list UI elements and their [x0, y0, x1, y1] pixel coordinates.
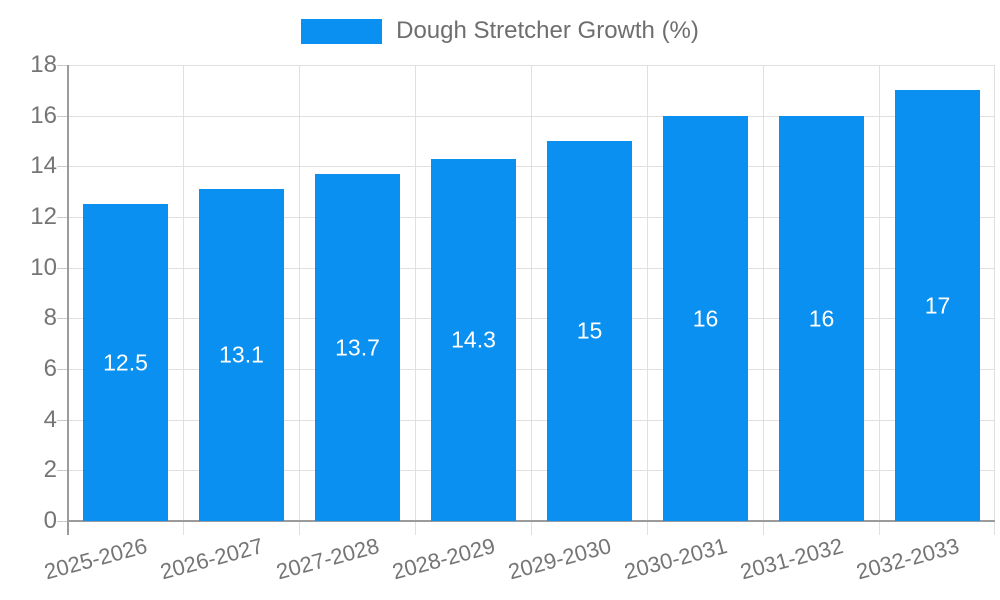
- y-axis-tick: [57, 521, 67, 522]
- x-axis-tick-label: 2028-2029: [389, 533, 498, 585]
- bar: 13.7: [315, 174, 400, 521]
- y-axis-tick: [57, 217, 67, 218]
- y-axis-tick: [57, 318, 67, 319]
- chart-legend: Dough Stretcher Growth (%): [0, 17, 1000, 45]
- bar: 12.5: [83, 204, 168, 521]
- plot-area: 0 2 4 6 8 10 12 14 16 18 12.5 13.1 13.7 14.3 15 16 16 17 2…: [30, 52, 995, 584]
- x-axis-tick-label: 2029-2030: [505, 533, 614, 585]
- x-gridline: [299, 65, 300, 535]
- bar: 16: [663, 116, 748, 521]
- bar-value-label: 15: [576, 317, 603, 344]
- bar-value-label: 14.3: [451, 326, 496, 353]
- x-axis-line: [67, 520, 995, 522]
- bar: 16: [779, 116, 864, 521]
- bar: 14.3: [431, 159, 516, 521]
- bar: 15: [547, 141, 632, 521]
- legend-swatch: [301, 18, 383, 44]
- x-gridline: [879, 65, 880, 535]
- legend-label: Dough Stretcher Growth (%): [396, 17, 699, 44]
- y-axis-line: [67, 65, 69, 535]
- bar-value-label: 16: [808, 305, 835, 331]
- y-axis-tick-label: 14: [30, 152, 57, 179]
- y-axis-tick-label: 8: [43, 304, 57, 331]
- y-axis-tick: [57, 268, 67, 269]
- y-axis-tick: [57, 470, 67, 471]
- x-axis-tick-label: 2030-2031: [621, 533, 730, 585]
- y-axis-tick: [57, 420, 67, 421]
- x-gridline: [994, 65, 995, 535]
- y-axis-tick-label: 12: [30, 203, 57, 230]
- x-axis-tick-label: 2027-2028: [273, 533, 382, 585]
- y-axis-tick: [57, 369, 67, 370]
- y-axis-tick-label: 0: [43, 507, 57, 534]
- y-axis-tick-label: 4: [43, 406, 57, 433]
- x-axis-tick-label: 2031-2032: [737, 533, 846, 585]
- bar: 13.1: [199, 189, 284, 521]
- bar-value-label: 16: [692, 305, 719, 331]
- bar-value-label: 12.5: [103, 349, 148, 375]
- x-axis-tick-label: 2026-2027: [157, 533, 266, 585]
- y-axis-tick-label: 10: [30, 254, 57, 281]
- y-axis-tick-label: 6: [43, 355, 57, 382]
- x-gridline: [763, 65, 764, 535]
- bar-value-label: 13.1: [219, 341, 264, 368]
- y-axis-tick: [57, 116, 67, 117]
- y-axis-tick-label: 16: [30, 102, 57, 129]
- bar-value-label: 17: [924, 292, 951, 318]
- x-gridline: [531, 65, 532, 535]
- y-axis-tick: [57, 65, 67, 66]
- x-gridline: [183, 65, 184, 535]
- bar-value-label: 13.7: [335, 334, 380, 360]
- x-axis-tick-label: 2025-2026: [41, 533, 150, 585]
- y-axis-tick-label: 18: [30, 51, 57, 78]
- x-gridline: [647, 65, 648, 535]
- bar: 17: [895, 90, 980, 521]
- x-gridline: [415, 65, 416, 535]
- y-axis-tick: [57, 166, 67, 167]
- x-axis-tick-label: 2032-2033: [853, 533, 962, 585]
- y-axis-tick-label: 2: [43, 456, 57, 483]
